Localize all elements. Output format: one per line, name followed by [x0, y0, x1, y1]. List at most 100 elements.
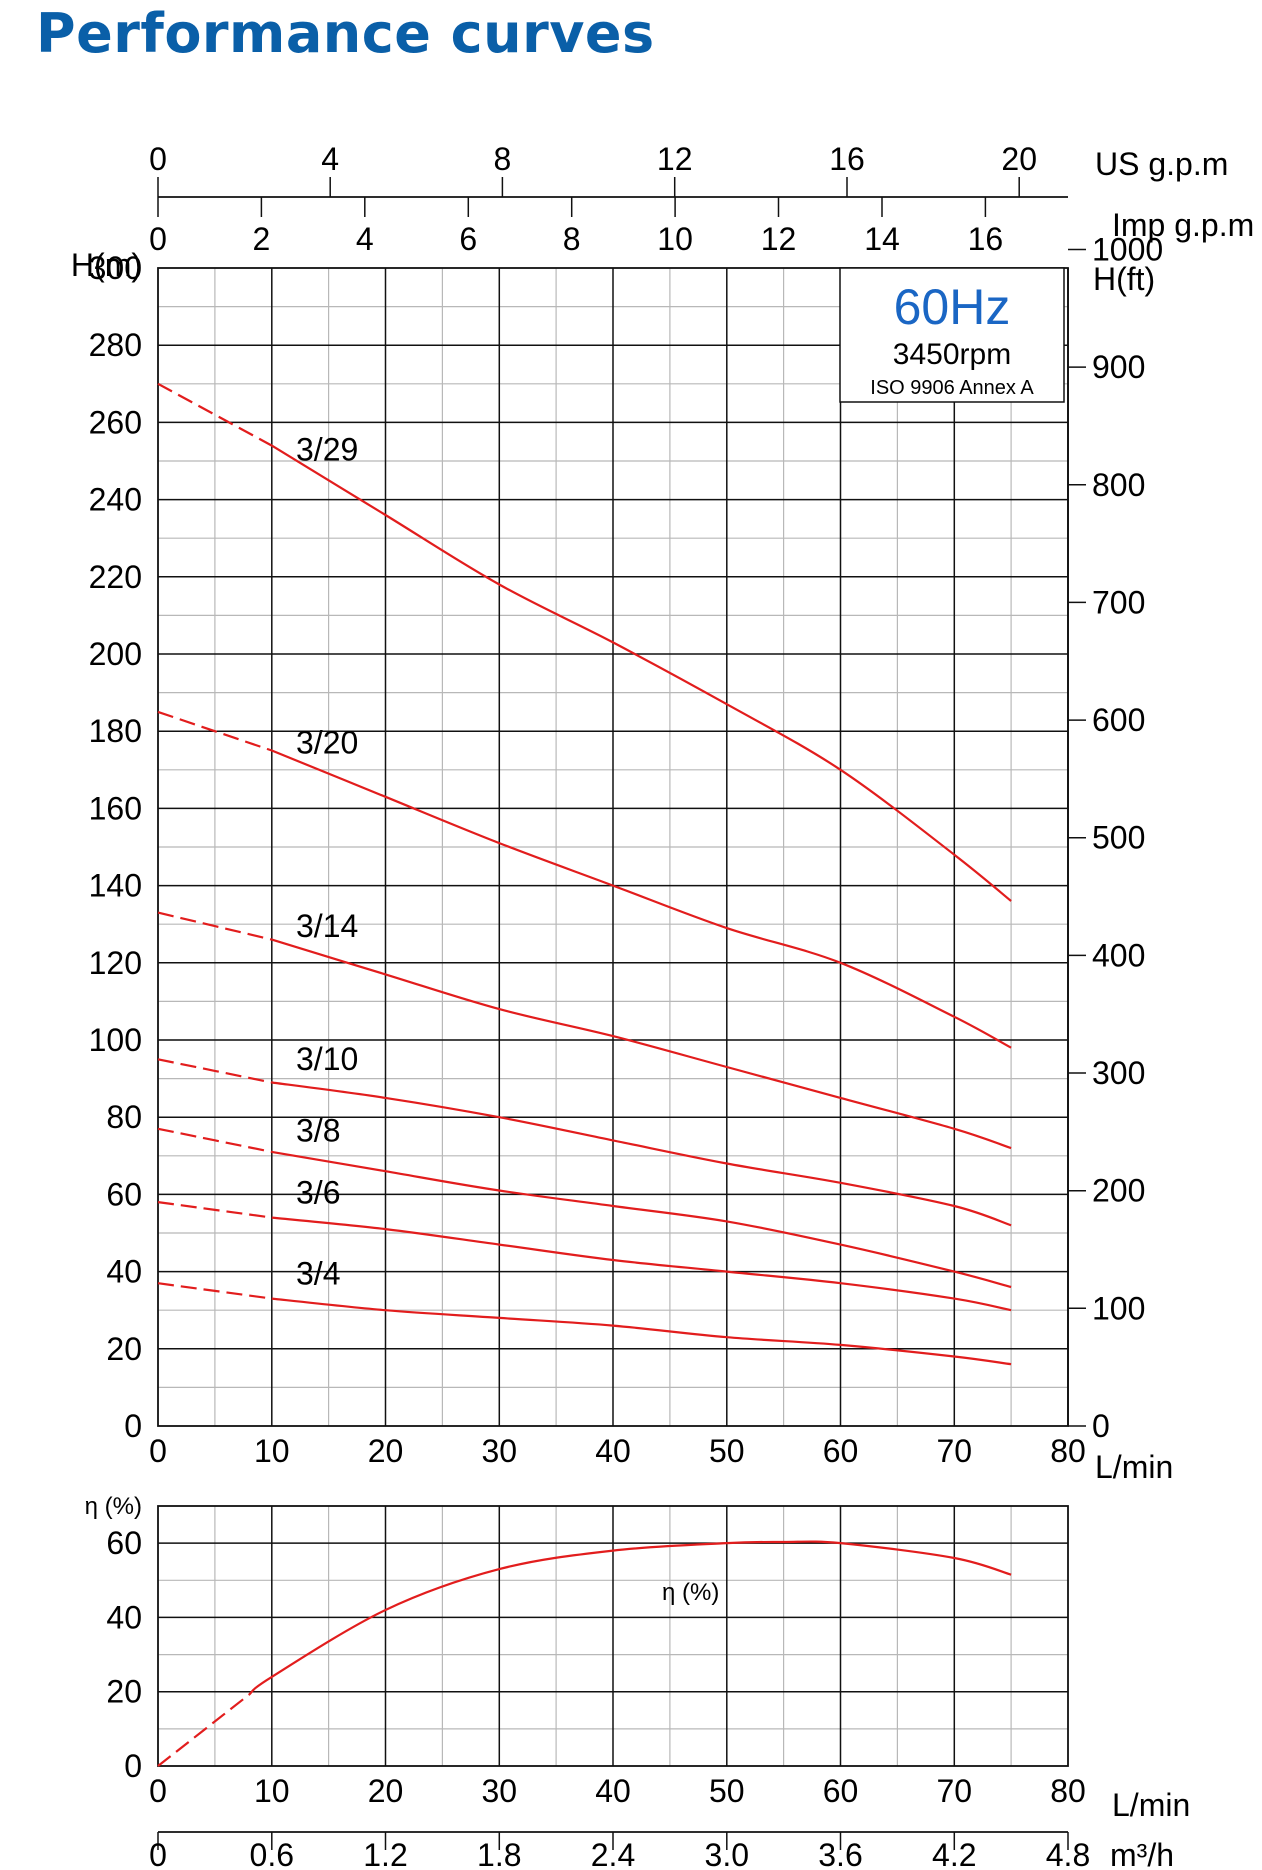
- curve-3-29-dashed-segment: [157, 382, 273, 447]
- curve-label-3-8: 3/8: [296, 1113, 340, 1149]
- m3h-tick-label: 4.2: [932, 1837, 976, 1870]
- head-y-tick-label: 100: [89, 1022, 142, 1058]
- curve-label-3-10: 3/10: [296, 1041, 358, 1077]
- curve-label-3-6: 3/6: [296, 1174, 340, 1210]
- us-gpm-tick-label: 20: [1001, 141, 1037, 177]
- m3h-tick-label: 3.0: [705, 1837, 749, 1870]
- head-y-tick-label: 20: [106, 1331, 142, 1367]
- head-right-tick-label: 500: [1092, 820, 1145, 856]
- eff-x-tick-label: 20: [368, 1773, 404, 1809]
- head-y-tick-label: 280: [89, 327, 142, 363]
- m3h-tick-label: 1.8: [477, 1837, 521, 1870]
- eff-y-tick-label: 60: [106, 1525, 142, 1561]
- head-y-tick-label: 40: [106, 1254, 142, 1290]
- eff-y-axis-label: η (%): [85, 1493, 142, 1520]
- curve-3-8-line: [271, 1150, 1012, 1289]
- curve-3-14-dashed-segment: [157, 911, 273, 941]
- imp-gpm-tick-label: 4: [356, 221, 374, 257]
- us-gpm-tick-label: 4: [321, 141, 339, 177]
- eff-x-tick-label: 40: [595, 1773, 631, 1809]
- eff-y-tick-label: 20: [106, 1674, 142, 1710]
- head-y-tick-label: 60: [106, 1176, 142, 1212]
- head-right-tick-label: 200: [1092, 1173, 1145, 1209]
- head-y-tick-label: 120: [89, 945, 142, 981]
- head-y-axis-label: H(m): [71, 247, 142, 283]
- standard-label: ISO 9906 Annex A: [870, 377, 1034, 399]
- head-x-axis-label: L/min: [1095, 1449, 1173, 1485]
- efficiency-curve-line: [248, 1540, 1012, 1696]
- head-y-tick-label: 300: [89, 250, 142, 286]
- m3h-tick-label: 3.6: [818, 1837, 862, 1870]
- eff-x-axis-label: L/min: [1112, 1787, 1190, 1823]
- eff-x-tick-label: 10: [254, 1773, 290, 1809]
- head-y-tick-label: 220: [89, 559, 142, 595]
- eff-x-tick-label: 80: [1050, 1773, 1086, 1809]
- info-box-frame: [839, 267, 1065, 403]
- head-right-tick-label: 100: [1092, 1290, 1145, 1326]
- us-gpm-tick-label: 8: [494, 141, 512, 177]
- curve-3-29-line: [271, 444, 1012, 902]
- m3h-tick-label: 0.6: [250, 1837, 294, 1870]
- head-y-tick-label: 0: [124, 1408, 142, 1444]
- head-x-tick-label: 0: [149, 1433, 167, 1469]
- head-y-tick-label: 240: [89, 482, 142, 518]
- head-y-tick-label: 260: [89, 404, 142, 440]
- curve-3-6-line: [271, 1216, 1012, 1312]
- head-right-tick-label: 900: [1092, 349, 1145, 385]
- us-gpm-tick-label: 0: [149, 141, 167, 177]
- speed-label: 3450rpm: [893, 338, 1011, 371]
- head-right-tick-label: 400: [1092, 937, 1145, 973]
- head-x-tick-label: 10: [254, 1433, 290, 1469]
- head-x-tick-label: 30: [482, 1433, 518, 1469]
- head-y-tick-label: 80: [106, 1099, 142, 1135]
- curve-3-20-line: [271, 749, 1012, 1049]
- head-right-tick-label: 1000: [1092, 232, 1163, 268]
- eff-plot-frame: [157, 1505, 1069, 1767]
- eff-x-tick-label: 70: [937, 1773, 973, 1809]
- curve-3-4-line: [271, 1297, 1012, 1366]
- efficiency-curve-label: η (%): [662, 1579, 719, 1606]
- head-right-axis-label: H(ft): [1093, 261, 1155, 297]
- head-x-tick-label: 60: [823, 1433, 859, 1469]
- head-right-tick-label: 800: [1092, 467, 1145, 503]
- head-right-tick-label: 600: [1092, 702, 1145, 738]
- curve-label-3-20: 3/20: [296, 725, 358, 761]
- eff-y-tick-label: 40: [106, 1599, 142, 1635]
- head-x-tick-label: 80: [1050, 1433, 1086, 1469]
- imp-gpm-axis-label: Imp g.p.m: [1112, 207, 1254, 243]
- imp-gpm-tick-label: 12: [761, 221, 797, 257]
- info-box: 60Hz 3450rpm ISO 9906 Annex A: [839, 267, 1065, 403]
- m3h-tick-label: 4.8: [1046, 1837, 1090, 1870]
- head-x-tick-label: 40: [595, 1433, 631, 1469]
- imp-gpm-tick-label: 14: [864, 221, 900, 257]
- m3h-axis-label: m³/h: [1110, 1837, 1174, 1870]
- curve-label-3-14: 3/14: [296, 908, 358, 944]
- imp-gpm-tick-label: 2: [253, 221, 271, 257]
- curve-3-14-line: [271, 938, 1012, 1150]
- imp-gpm-tick-label: 16: [968, 221, 1004, 257]
- m3h-tick-label: 2.4: [591, 1837, 635, 1870]
- us-gpm-tick-label: 16: [829, 141, 865, 177]
- eff-x-tick-label: 50: [709, 1773, 745, 1809]
- eff-x-tick-label: 60: [823, 1773, 859, 1809]
- m3h-tick-label: 0: [149, 1837, 167, 1870]
- us-gpm-tick-label: 12: [657, 141, 693, 177]
- us-gpm-axis-label: US g.p.m: [1095, 146, 1228, 182]
- curve-3-6-dashed-segment: [157, 1201, 272, 1219]
- curve-label-3-29: 3/29: [296, 431, 358, 467]
- head-y-tick-label: 160: [89, 790, 142, 826]
- head-x-tick-label: 20: [368, 1433, 404, 1469]
- curve-3-8-dashed-segment: [157, 1127, 273, 1153]
- curve-3-10-line: [271, 1081, 1012, 1227]
- eff-x-tick-label: 0: [149, 1773, 167, 1809]
- imp-gpm-tick-label: 10: [657, 221, 693, 257]
- curve-label-3-4: 3/4: [296, 1255, 340, 1291]
- eff-x-tick-label: 30: [482, 1773, 518, 1809]
- curve-3-4-dashed-segment: [157, 1282, 272, 1300]
- head-x-tick-label: 70: [937, 1433, 973, 1469]
- eff-y-tick-label: 0: [124, 1748, 142, 1784]
- curve-3-10-dashed-segment: [157, 1058, 273, 1084]
- head-x-tick-label: 50: [709, 1433, 745, 1469]
- m3h-tick-label: 1.2: [363, 1837, 407, 1870]
- head-right-tick-label: 300: [1092, 1055, 1145, 1091]
